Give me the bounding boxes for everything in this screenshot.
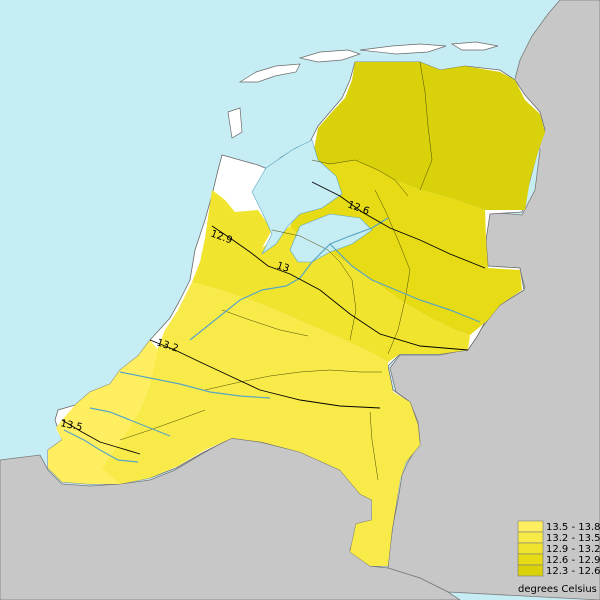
ijsselmeer (251, 139, 343, 255)
legend-label: 12.9 - 13.2 (546, 544, 600, 555)
legend-label: 12.6 - 12.9 (546, 555, 600, 566)
legend-swatch (517, 553, 544, 566)
isotherm-lines (61, 181, 486, 455)
legend-item: 12.9 - 13.2 (517, 542, 600, 555)
contour-label-13-5: 13.5 (59, 418, 83, 433)
rivers (63, 217, 481, 463)
province-boundaries (119, 61, 433, 481)
wadden-island-4 (450, 41, 499, 51)
wadden-island-2 (298, 49, 362, 63)
zone-12-3-12-6 (312, 62, 545, 210)
legend-item: 12.3 - 12.6 (517, 564, 600, 577)
legend-label: 13.2 - 13.5 (546, 533, 600, 544)
legend-swatch (517, 531, 544, 544)
legend-item: 12.6 - 12.9 (517, 553, 600, 566)
contour-label-13: 13 (275, 260, 291, 274)
legend-swatch (517, 520, 544, 533)
legend-item: 13.2 - 13.5 (517, 531, 600, 544)
legend-swatch (517, 542, 544, 555)
markermeer (289, 213, 373, 263)
legend-label: 13.5 - 13.8 (546, 522, 600, 533)
legend: 13.5 - 13.8 13.2 - 13.5 12.9 - 13.2 12.6… (517, 520, 600, 595)
legend-title: degrees Celsius (518, 584, 597, 595)
wadden-island-3 (359, 43, 447, 55)
zone-13-5-13-8 (48, 340, 158, 484)
zone-12-6-12-9 (290, 160, 522, 335)
zone-13-2-13-5 (100, 282, 420, 566)
wadden-island-5 (227, 107, 243, 139)
wadden-island-1 (238, 63, 301, 83)
legend-label: 12.3 - 12.6 (546, 566, 600, 577)
legend-swatch (517, 564, 544, 577)
legend-item: 13.5 - 13.8 (517, 520, 600, 533)
